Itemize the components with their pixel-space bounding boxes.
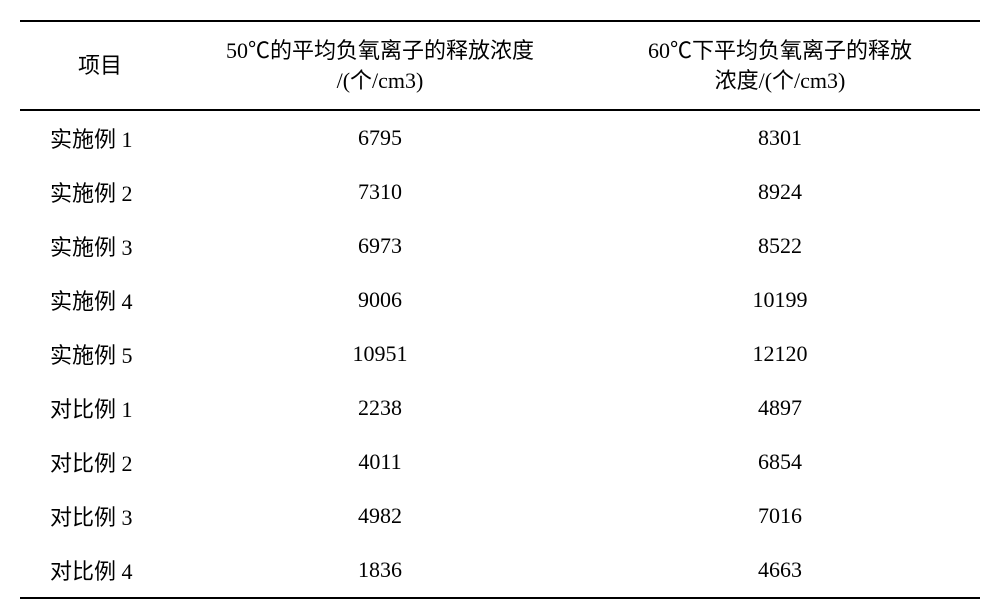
cell-value-60c: 4897 (580, 381, 980, 435)
cell-label: 对比例 2 (20, 435, 180, 489)
table-row: 实施例 2 7310 8924 (20, 165, 980, 219)
cell-label: 实施例 2 (20, 165, 180, 219)
table-row: 对比例 2 4011 6854 (20, 435, 980, 489)
cell-label: 实施例 3 (20, 219, 180, 273)
cell-label: 实施例 4 (20, 273, 180, 327)
cell-label: 实施例 1 (20, 110, 180, 165)
table-row: 对比例 1 2238 4897 (20, 381, 980, 435)
cell-value-60c: 6854 (580, 435, 980, 489)
table-row: 实施例 4 9006 10199 (20, 273, 980, 327)
cell-value-60c: 7016 (580, 489, 980, 543)
cell-value-60c: 10199 (580, 273, 980, 327)
cell-value-50c: 2238 (180, 381, 580, 435)
table-row: 对比例 4 1836 4663 (20, 543, 980, 598)
cell-label: 对比例 3 (20, 489, 180, 543)
table-row: 实施例 5 10951 12120 (20, 327, 980, 381)
cell-value-50c: 1836 (180, 543, 580, 598)
column-header-item: 项目 (20, 21, 180, 110)
column-header-50c: 50℃的平均负氧离子的释放浓度/(个/cm3) (180, 21, 580, 110)
table-header-row: 项目 50℃的平均负氧离子的释放浓度/(个/cm3) 60℃下平均负氧离子的释放… (20, 21, 980, 110)
cell-value-50c: 4011 (180, 435, 580, 489)
data-table-container: 项目 50℃的平均负氧离子的释放浓度/(个/cm3) 60℃下平均负氧离子的释放… (20, 20, 980, 599)
cell-value-60c: 4663 (580, 543, 980, 598)
cell-value-60c: 8522 (580, 219, 980, 273)
cell-value-50c: 10951 (180, 327, 580, 381)
cell-label: 对比例 1 (20, 381, 180, 435)
cell-value-60c: 12120 (580, 327, 980, 381)
cell-value-50c: 9006 (180, 273, 580, 327)
cell-value-60c: 8301 (580, 110, 980, 165)
cell-label: 对比例 4 (20, 543, 180, 598)
table-row: 实施例 3 6973 8522 (20, 219, 980, 273)
column-header-60c: 60℃下平均负氧离子的释放浓度/(个/cm3) (580, 21, 980, 110)
cell-value-50c: 4982 (180, 489, 580, 543)
cell-value-50c: 6795 (180, 110, 580, 165)
cell-label: 实施例 5 (20, 327, 180, 381)
data-table: 项目 50℃的平均负氧离子的释放浓度/(个/cm3) 60℃下平均负氧离子的释放… (20, 20, 980, 599)
table-row: 对比例 3 4982 7016 (20, 489, 980, 543)
cell-value-50c: 6973 (180, 219, 580, 273)
table-row: 实施例 1 6795 8301 (20, 110, 980, 165)
cell-value-50c: 7310 (180, 165, 580, 219)
table-body: 实施例 1 6795 8301 实施例 2 7310 8924 实施例 3 69… (20, 110, 980, 598)
cell-value-60c: 8924 (580, 165, 980, 219)
